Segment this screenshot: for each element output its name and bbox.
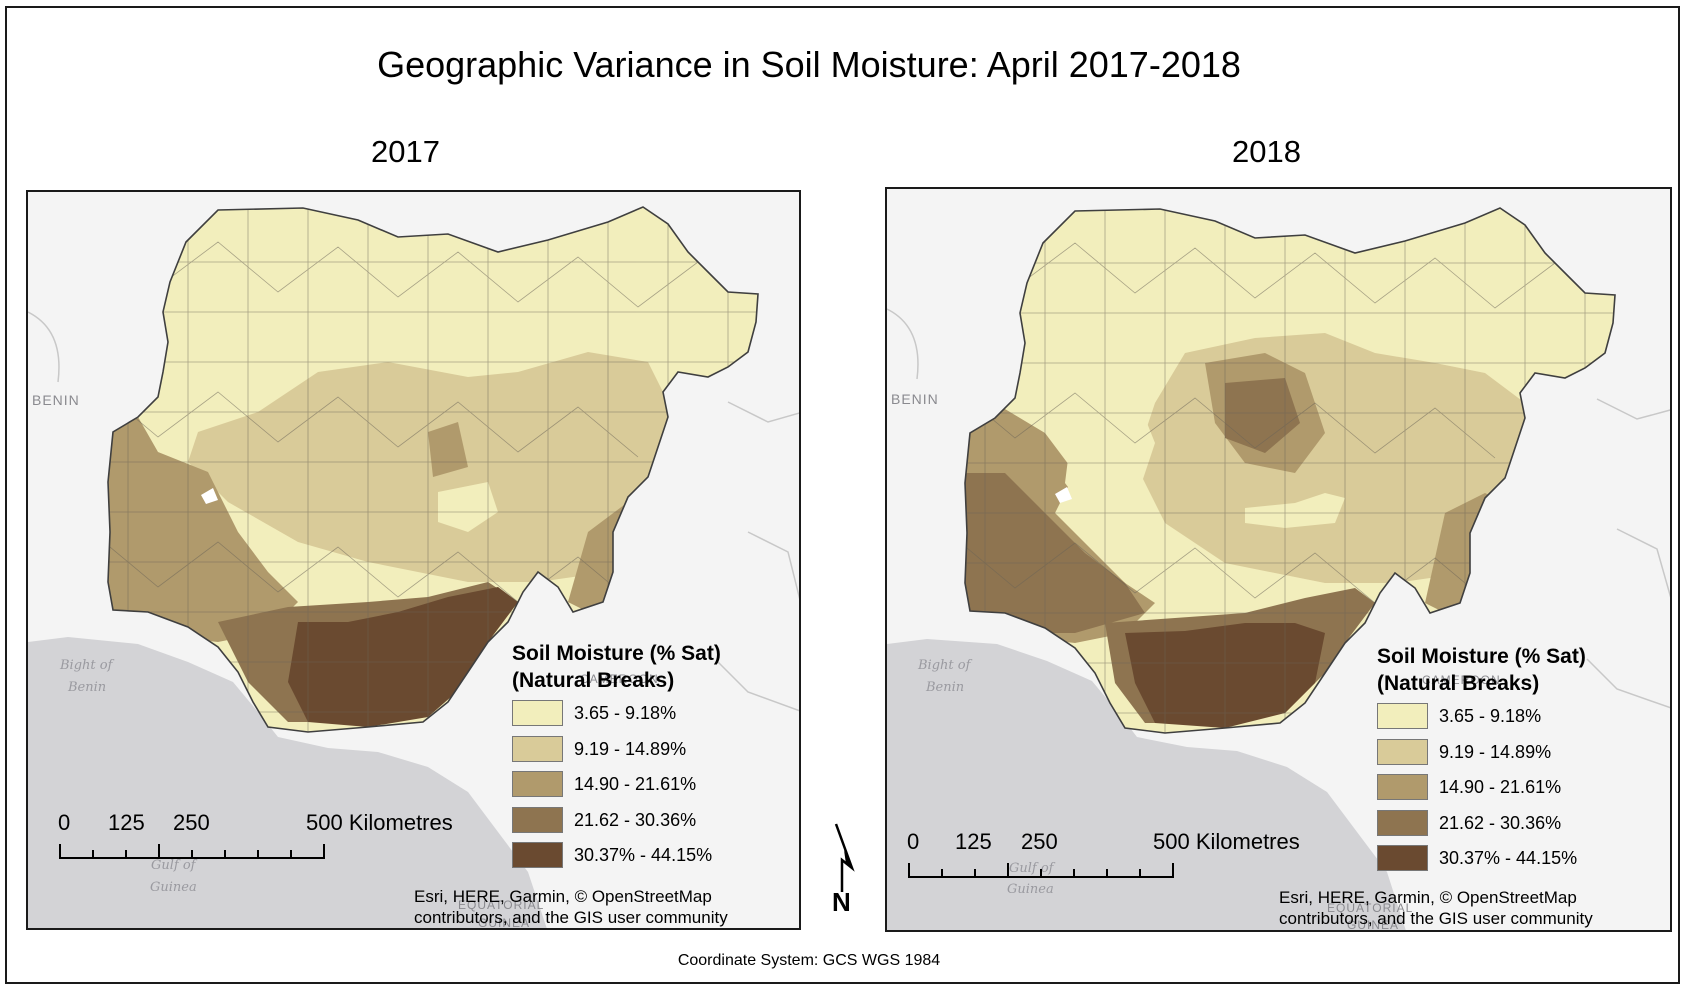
scale-bar-2017: 0 125 250 500 Kilometres [58,810,458,870]
scale-tick-125: 125 [108,810,145,835]
label-bight-line1: Bight of [60,658,113,673]
legend-title-line1: Soil Moisture (% Sat) [512,642,721,665]
legend-class: 21.62 - 30.36% [512,806,721,843]
legend-label: 3.65 - 9.18% [574,703,677,723]
legend-class: 21.62 - 30.36% [1377,809,1586,846]
scale-bar-2018: 0 125 250 500 Kilometres [907,829,1327,889]
legend-title-line2: (Natural Breaks) [512,669,675,692]
legend-swatch [1377,809,1428,836]
legend-class: 9.19 - 14.89% [1377,738,1586,775]
label-equatorial: EQUATORIAL [458,898,545,912]
label-benin: BENIN [891,391,939,407]
legend-swatch [1377,703,1428,729]
credit-line2: contributors, and the GIS user community [414,908,728,927]
legend-swatch [1377,845,1428,871]
label-bight-line2: Benin [68,680,107,695]
legend-label: 9.19 - 14.89% [1439,741,1552,762]
label-benin: BENIN [32,392,80,408]
map-title: Geographic Variance in Soil Moisture: Ap… [377,44,1241,85]
legend-label: 21.62 - 30.36% [574,809,697,830]
credit-line1: Esri, HERE, Garmin, © OpenStreetMap [414,887,712,906]
north-arrow-label: N [832,887,851,917]
label-cameroon: CAMEROON [580,672,659,686]
legend-label: 3.65 - 9.18% [1439,706,1542,726]
label-cameroon: CAMEROON [1422,673,1501,687]
legend-class: 30.37% - 44.15% [512,842,721,878]
scale-tick-0: 0 [907,829,920,854]
label-guinea-country: GUINEA [478,916,531,930]
scale-bar-graphic [59,844,325,859]
label-gulf-line2: Guinea [150,880,197,895]
map-panel-2017[interactable]: BENIN Bight of Benin CAMEROON Gulf of Gu… [26,190,801,930]
label-equatorial: EQUATORIAL [1327,901,1414,915]
panel-2018-year: 2018 [1232,134,1301,169]
scale-tick-250: 250 [173,810,210,835]
legend-label: 14.90 - 21.61% [574,774,697,794]
label-bight-line2: Benin [926,680,965,695]
legend-swatch [512,735,563,762]
basemap-2018 [887,189,1670,930]
label-bight-line1: Bight of [918,658,971,673]
legend-class: 3.65 - 9.18% [512,700,721,736]
scale-tick-0: 0 [58,810,71,835]
scale-tick-500: 500 Kilometres [1153,829,1300,854]
legend-class: 3.65 - 9.18% [1377,703,1586,739]
legend-class: 30.37% - 44.15% [1377,845,1586,881]
legend-label: 30.37% - 44.15% [574,845,713,865]
legend-title-line1: Soil Moisture (% Sat) [1377,645,1586,668]
legend-2017: Soil Moisture (% Sat) (Natural Breaks) 3… [512,640,721,878]
legend-swatch [512,771,563,797]
map-panel-2018[interactable]: BENIN Bight of Benin CAMEROON Gulf of Gu… [885,187,1672,932]
panel-2017-year: 2017 [371,134,440,169]
basemap-2017 [28,192,799,928]
credit-2017: Esri, HERE, Garmin, © OpenStreetMap cont… [414,886,728,928]
credit-line1: Esri, HERE, Garmin, © OpenStreetMap [1279,888,1577,907]
legend-swatch [512,842,563,868]
credit-2018: Esri, HERE, Garmin, © OpenStreetMap cont… [1279,887,1593,929]
label-gulf-line1: Gulf of [151,858,196,873]
legend-class: 14.90 - 21.61% [1377,774,1586,810]
legend-label: 14.90 - 21.61% [1439,777,1562,797]
legend-label: 21.62 - 30.36% [1439,812,1562,833]
legend-class: 9.19 - 14.89% [512,735,721,772]
legend-swatch [512,806,563,833]
legend-label: 9.19 - 14.89% [574,738,687,759]
credit-line2: contributors, and the GIS user community [1279,909,1593,928]
legend-label: 30.37% - 44.15% [1439,848,1578,868]
legend-swatch [1377,774,1428,800]
north-arrow-icon [834,823,855,892]
scale-tick-250: 250 [1021,829,1058,854]
legend-2018: Soil Moisture (% Sat) (Natural Breaks) 3… [1377,643,1586,881]
legend-swatch [1377,738,1428,765]
coordinate-system-note: Coordinate System: GCS WGS 1984 [677,952,941,969]
scale-bar-graphic [908,863,1174,878]
scale-tick-125: 125 [955,829,992,854]
north-arrow: N [830,820,860,921]
legend-class: 14.90 - 21.61% [512,771,721,807]
legend-title-line2: (Natural Breaks) [1377,672,1540,695]
label-guinea-country: GUINEA [1347,918,1400,932]
label-gulf-line1: Gulf of [1009,861,1054,876]
scale-tick-500: 500 Kilometres [306,810,453,835]
label-gulf-line2: Guinea [1007,882,1054,897]
legend-swatch [512,700,563,726]
